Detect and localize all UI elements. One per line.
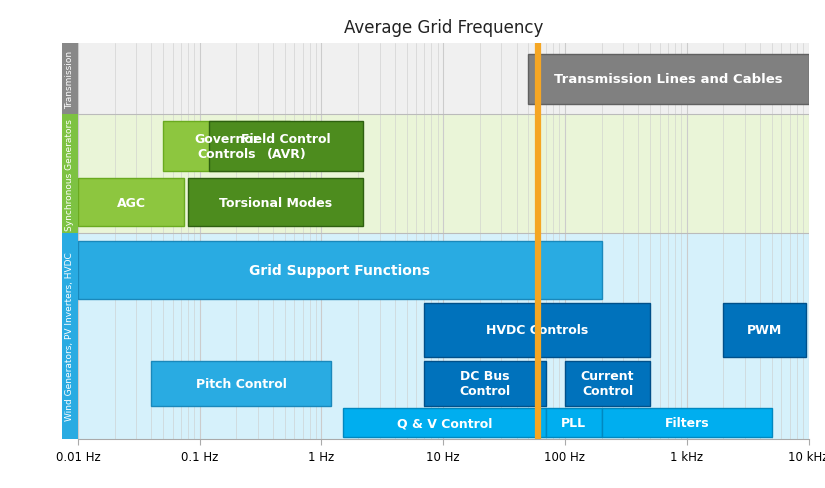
- Text: Field Control
(AVR): Field Control (AVR): [242, 133, 331, 161]
- Bar: [210, 122, 363, 172]
- Bar: [62, 115, 78, 234]
- Text: Q & V Control: Q & V Control: [397, 416, 493, 429]
- Bar: [601, 408, 772, 437]
- Bar: [151, 361, 331, 407]
- Text: PLL: PLL: [561, 416, 587, 429]
- Bar: [163, 122, 290, 172]
- Bar: [546, 408, 601, 437]
- Bar: [78, 115, 808, 234]
- Text: DC Bus
Control: DC Bus Control: [460, 370, 511, 398]
- Title: Average Grid Frequency: Average Grid Frequency: [343, 19, 543, 37]
- Bar: [528, 55, 808, 104]
- Text: Grid Support Functions: Grid Support Functions: [249, 264, 431, 278]
- Bar: [424, 361, 546, 407]
- Bar: [724, 304, 806, 357]
- Bar: [188, 179, 363, 226]
- Text: AGC: AGC: [116, 196, 146, 209]
- Bar: [78, 44, 808, 115]
- Text: Current
Control: Current Control: [581, 370, 634, 398]
- Text: Pitch Control: Pitch Control: [196, 377, 286, 390]
- Bar: [62, 234, 78, 439]
- Bar: [565, 361, 650, 407]
- Text: Filters: Filters: [664, 416, 709, 429]
- Text: Transmission: Transmission: [65, 50, 74, 108]
- Bar: [424, 304, 650, 357]
- Bar: [78, 179, 185, 226]
- Text: Transmission Lines and Cables: Transmission Lines and Cables: [554, 73, 783, 86]
- Text: Governor
Controls: Governor Controls: [194, 133, 259, 161]
- Text: Torsional Modes: Torsional Modes: [219, 196, 332, 209]
- Text: Synchronous Generators: Synchronous Generators: [65, 119, 74, 230]
- Bar: [62, 44, 78, 115]
- Bar: [343, 408, 546, 437]
- Text: HVDC Controls: HVDC Controls: [486, 324, 588, 337]
- Text: Wind Generators, PV Inverters, HVDC: Wind Generators, PV Inverters, HVDC: [65, 252, 74, 421]
- Text: PWM: PWM: [747, 324, 782, 337]
- Bar: [78, 234, 808, 439]
- Bar: [78, 242, 601, 300]
